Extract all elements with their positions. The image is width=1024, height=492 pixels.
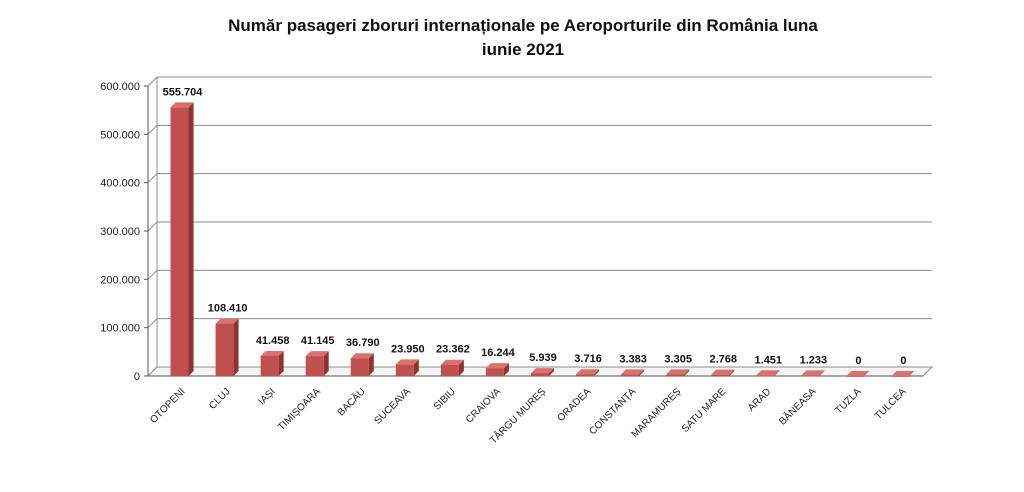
- y-tick-label: 600.000: [100, 81, 140, 93]
- bar-side: [684, 369, 690, 376]
- x-tick-label: CLUJ: [207, 386, 232, 411]
- data-label: 108.410: [208, 303, 248, 315]
- bar-top: [846, 371, 870, 376]
- gridline-side: [147, 124, 158, 135]
- bar-side: [413, 359, 419, 376]
- bar-1: [215, 323, 234, 376]
- bar-side: [188, 102, 194, 377]
- bar-16: [891, 376, 910, 377]
- bar-7: [485, 368, 504, 376]
- bar-top: [260, 350, 284, 356]
- bar-top: [485, 363, 509, 369]
- x-tick-label: BĂNEASA: [776, 385, 819, 428]
- data-label: 41.458: [256, 335, 290, 347]
- data-label: 555.704: [163, 86, 204, 98]
- bar-top: [621, 369, 645, 375]
- bar-top: [395, 359, 419, 365]
- bar-side: [368, 353, 374, 376]
- y-tick-label: 500.000: [100, 129, 140, 141]
- bar-side: [729, 369, 735, 376]
- x-tick-label: ARAD: [746, 386, 773, 413]
- bar-side: [549, 368, 554, 376]
- bar-15: [846, 376, 865, 377]
- bar-3: [305, 356, 324, 376]
- data-label: 1.451: [755, 354, 783, 366]
- x-tick-label: TULCEA: [873, 386, 909, 422]
- bar-side: [594, 369, 600, 376]
- bar-9: [576, 374, 595, 376]
- x-tick-label: SATU MARE: [680, 386, 729, 435]
- gridline-side: [147, 173, 158, 184]
- bar-top: [170, 102, 194, 108]
- bar-top: [350, 353, 374, 359]
- gridline-side: [147, 76, 158, 87]
- bar-top: [666, 369, 690, 375]
- gridline-side: [147, 269, 158, 280]
- bar-top: [576, 369, 600, 375]
- bar-side: [639, 369, 645, 376]
- gridline-side: [147, 221, 158, 232]
- bar-top: [801, 370, 825, 376]
- x-tick-label: CRAIOVA: [464, 386, 503, 425]
- bar-side: [819, 370, 825, 376]
- x-tick-label: CONSTANȚA: [587, 386, 638, 437]
- x-tick-label: ORADEA: [556, 386, 594, 424]
- y-tick-label: 0: [134, 371, 140, 383]
- x-tick-label: SUCEAVA: [372, 386, 413, 427]
- x-tick-label: OTOPENI: [148, 386, 187, 425]
- y-tick-label: 400.000: [100, 178, 140, 190]
- bar-side: [278, 350, 284, 376]
- chart-title-line1: Număr pasageri zboruri internaționale pe…: [228, 16, 818, 35]
- x-tick-label: SIBIU: [432, 386, 458, 412]
- bar-side: [323, 351, 329, 376]
- bar-4: [350, 358, 369, 376]
- bar-10: [621, 374, 640, 376]
- data-label: 16.244: [481, 347, 516, 359]
- x-tick-label: TIMIȘOARA: [276, 386, 323, 433]
- bar-5: [395, 364, 414, 376]
- bar-side: [233, 318, 239, 376]
- data-label: 5.939: [529, 352, 557, 364]
- bar-top: [756, 370, 780, 376]
- data-label: 23.950: [391, 343, 425, 355]
- bar-12: [711, 374, 730, 376]
- data-label: 1.233: [800, 354, 828, 366]
- data-label: 3.716: [574, 353, 602, 365]
- y-tick-label: 200.000: [100, 274, 140, 286]
- data-label: 41.145: [301, 335, 335, 347]
- bar-13: [756, 375, 775, 377]
- bar-side: [458, 359, 464, 376]
- bar-2: [260, 355, 279, 376]
- y-tick-label: 300.000: [100, 226, 140, 238]
- bar-top: [891, 371, 915, 376]
- bar-8: [531, 373, 549, 376]
- data-label: 3.305: [664, 353, 692, 365]
- x-tick-label: IAȘI: [257, 386, 278, 407]
- bar-top: [531, 368, 554, 374]
- data-label: 36.790: [346, 337, 380, 349]
- bar-14: [801, 375, 820, 377]
- data-label: 0: [900, 355, 906, 367]
- chart-title: Număr pasageri zboruri internaționale pe…: [0, 14, 1024, 62]
- data-label: 23.362: [436, 344, 470, 356]
- bar-0: [170, 107, 189, 377]
- bar-top: [440, 359, 464, 365]
- bar-top: [711, 369, 735, 375]
- x-tick-label: BACĂU: [334, 385, 368, 419]
- bar-top: [215, 318, 239, 324]
- chart-title-line2: iunie 2021: [481, 40, 565, 59]
- y-tick-label: 100.000: [100, 323, 140, 335]
- bar-side: [503, 363, 509, 376]
- data-label: 0: [855, 355, 861, 367]
- data-label: 3.383: [619, 353, 647, 365]
- gridline-side: [147, 318, 158, 329]
- bar-6: [440, 364, 459, 376]
- bar-side: [774, 370, 780, 376]
- data-label: 2.768: [709, 354, 737, 366]
- bar-top: [305, 351, 329, 357]
- x-tick-label: TUZLA: [833, 386, 863, 416]
- bar-11: [666, 374, 685, 376]
